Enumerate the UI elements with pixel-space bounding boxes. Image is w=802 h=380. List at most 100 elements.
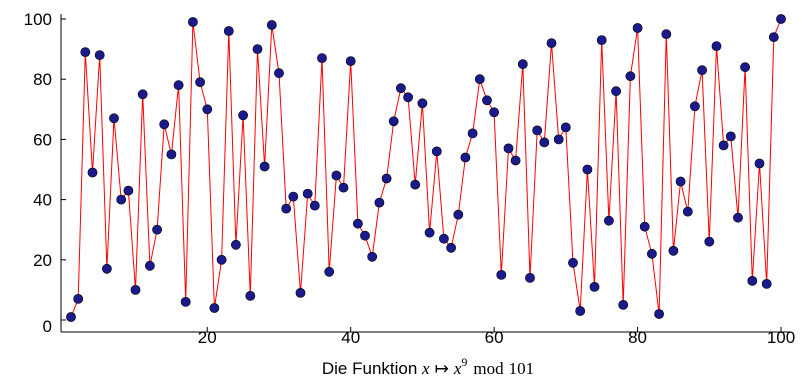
- data-point: [747, 275, 758, 286]
- data-point: [438, 233, 449, 244]
- data-point: [94, 50, 105, 60]
- data-point: [338, 182, 349, 193]
- data-point: [639, 221, 650, 232]
- data-point: [467, 128, 478, 139]
- x-axis-label-exponent: 9: [461, 355, 467, 369]
- data-point: [245, 290, 256, 301]
- data-point: [87, 167, 98, 178]
- y-tick-label: 80: [33, 70, 52, 89]
- data-point: [711, 41, 722, 51]
- data-point: [539, 137, 550, 148]
- data-point: [102, 263, 112, 274]
- y-tick-label: 100: [24, 10, 52, 29]
- x-axis-label-arrow: ↦: [435, 359, 449, 378]
- y-tick-label: 40: [33, 191, 52, 210]
- data-point: [453, 209, 464, 220]
- data-point: [424, 227, 435, 238]
- data-point: [417, 98, 428, 109]
- data-point: [159, 119, 170, 130]
- data-point: [173, 80, 184, 91]
- data-point: [675, 176, 686, 187]
- data-point: [474, 74, 485, 85]
- data-point: [768, 32, 779, 42]
- tick-labels: 0 20 40 60 80 100 20 40 60 80 100: [24, 10, 796, 347]
- data-point: [317, 53, 327, 63]
- data-point: [123, 185, 134, 196]
- x-tick-label: 100: [767, 328, 795, 347]
- data-point: [532, 125, 543, 136]
- data-point: [281, 203, 292, 214]
- data-point: [238, 110, 248, 121]
- data-point: [604, 215, 614, 226]
- x-axis-label-var2: x: [453, 359, 462, 378]
- data-point: [654, 309, 664, 319]
- data-point: [109, 113, 119, 124]
- data-point: [252, 44, 263, 54]
- axes: [60, 14, 790, 333]
- data-point: [632, 23, 643, 33]
- data-point: [697, 65, 707, 76]
- series-line: [70, 18, 782, 318]
- data-point: [166, 149, 177, 160]
- data-point: [410, 179, 421, 190]
- data-point: [733, 212, 743, 223]
- data-point: [374, 197, 385, 208]
- data-point: [690, 101, 700, 112]
- data-point: [367, 251, 378, 262]
- data-point: [596, 35, 607, 45]
- data-point: [489, 107, 499, 118]
- data-point: [352, 218, 363, 229]
- data-point: [725, 131, 736, 142]
- data-point: [360, 230, 370, 241]
- data-point: [496, 269, 507, 280]
- data-point: [560, 122, 571, 133]
- data-point: [446, 242, 456, 253]
- data-point: [230, 239, 241, 250]
- data-point: [754, 158, 765, 169]
- x-axis-label-op: mod: [473, 359, 504, 378]
- data-point: [682, 206, 693, 217]
- data-point: [568, 257, 578, 268]
- data-point: [431, 146, 442, 157]
- data-point: [776, 14, 786, 24]
- data-point: [647, 248, 657, 259]
- series-line-group: [70, 18, 782, 318]
- data-point: [202, 104, 213, 115]
- data-point: [187, 17, 198, 27]
- data-point: [266, 20, 277, 30]
- x-tick-label: 60: [485, 328, 504, 347]
- data-point: [740, 62, 750, 73]
- data-point: [482, 95, 492, 106]
- data-point: [195, 77, 205, 88]
- data-point: [130, 284, 141, 295]
- data-point: [510, 155, 521, 166]
- data-point: [209, 303, 220, 313]
- data-point: [144, 260, 155, 271]
- x-tick-label: 20: [198, 328, 217, 347]
- data-point: [503, 143, 514, 154]
- data-point: [546, 38, 557, 48]
- x-axis-label-modulus: 101: [509, 359, 535, 378]
- data-point: [388, 116, 399, 127]
- data-point: [137, 89, 148, 100]
- data-point: [611, 86, 621, 97]
- x-tick-label: 40: [341, 328, 360, 347]
- data-point: [582, 164, 593, 175]
- y-tick-label: 60: [33, 130, 52, 149]
- data-point: [295, 287, 306, 298]
- data-point: [460, 152, 471, 163]
- data-point: [288, 191, 299, 202]
- data-point: [216, 254, 227, 265]
- data-point: [80, 47, 91, 57]
- x-axis-label-prefix: Die Funktion: [322, 359, 422, 378]
- data-point: [345, 56, 356, 66]
- data-point: [331, 170, 342, 181]
- data-point: [718, 140, 729, 151]
- x-axis-label: Die Funktion x ↦ x9 mod 101: [322, 355, 534, 378]
- data-point: [223, 26, 234, 36]
- y-tick-label: 20: [33, 251, 52, 270]
- x-tick-label: 80: [628, 328, 647, 347]
- data-point: [517, 59, 528, 70]
- data-point: [553, 134, 564, 145]
